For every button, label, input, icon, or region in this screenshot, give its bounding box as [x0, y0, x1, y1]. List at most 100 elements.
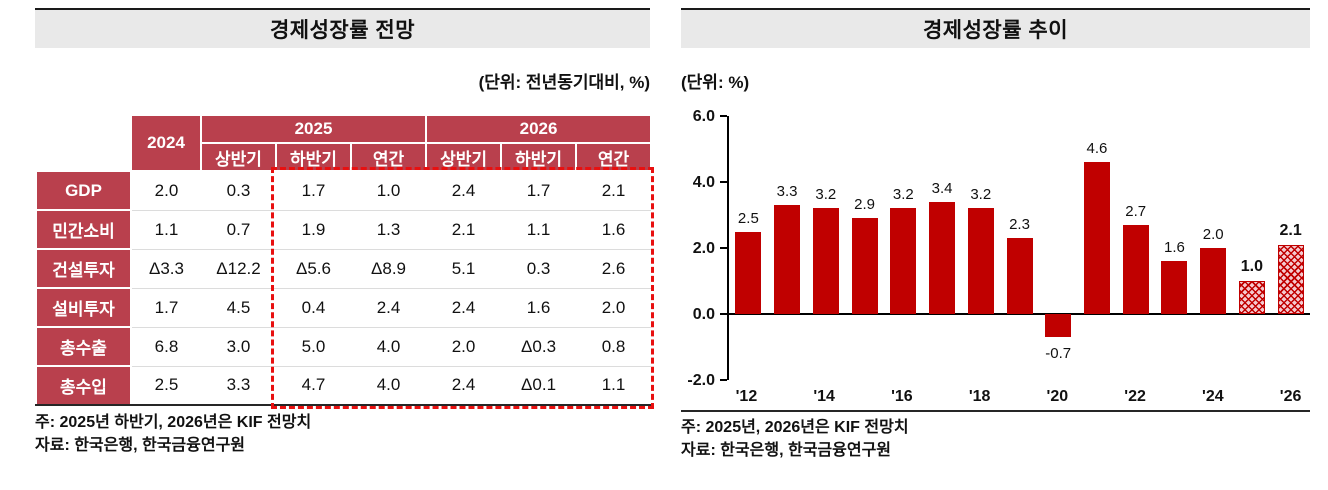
bar-value-label: 2.9 [854, 196, 875, 214]
col-header-2024: 2024 [130, 114, 202, 172]
right-source: 자료: 한국은행, 한국금융연구원 [681, 442, 892, 460]
bar [735, 231, 762, 314]
table-cell: 4.0 [351, 327, 427, 367]
bar-value-label: 4.6 [1086, 140, 1108, 158]
x-tick-label: '26 [1279, 388, 1302, 405]
header-row-halves: 상반기 하반기 연간 상반기 하반기 연간 [36, 142, 653, 172]
col-header-2025-h1: 상반기 [200, 142, 277, 172]
bar [1122, 224, 1149, 314]
table-cell: 4.5 [201, 288, 276, 328]
table-cell: 1.7 [131, 288, 201, 328]
table-cell: Δ0.1 [501, 366, 577, 406]
y-tick-label: 6.0 [692, 108, 715, 125]
table-cell: 1.6 [576, 210, 652, 250]
right-unit-label: (단위: %) [681, 73, 750, 92]
col-header-2026-annual: 연간 [575, 142, 653, 172]
col-header-2026-h1: 상반기 [425, 142, 503, 172]
table-row: 총수출 6.8 3.0 5.0 4.0 2.0 Δ0.3 0.8 [35, 326, 652, 367]
table-cell: 1.0 [351, 171, 427, 211]
forecast-table: 2024 2025 2026 상반기 하반기 연간 상반기 하반기 연간 GDP… [35, 114, 653, 406]
x-tick-label: '18 [968, 388, 991, 405]
y-tick-mark [720, 247, 727, 249]
bar-value-label: 3.2 [815, 186, 837, 204]
table-cell: 4.0 [351, 366, 427, 406]
header-row-groups: 2024 2025 2026 [36, 114, 653, 172]
divider-line [681, 410, 1310, 412]
table-cell: 2.6 [576, 249, 652, 289]
bar-value-label: 1.0 [1240, 258, 1264, 275]
left-note: 주: 2025년 하반기, 2026년은 KIF 전망치 [35, 414, 312, 431]
table-cell: 1.7 [501, 171, 577, 211]
right-note: 주: 2025년, 2026년은 KIF 전망치 [681, 419, 909, 436]
table-row: 건설투자 Δ3.3 Δ12.2 Δ5.6 Δ8.9 5.1 0.3 2.6 [35, 248, 652, 289]
plot-column: 2.5 3.3 3.2 2.9 3.2 3.4 3.2 2.3 -0.7 4.6 2.7 1.6 2.0… [727, 116, 1310, 408]
left-panel-notes: 주: 2025년 하반기, 2026년은 KIF 전망치 자료: 한국은행, 한… [35, 411, 650, 457]
bar [812, 208, 839, 314]
table-cell: 5.0 [276, 327, 351, 367]
table-cell: 2.4 [426, 366, 502, 406]
row-label: GDP [35, 170, 132, 211]
table-cell: Δ3.3 [131, 249, 201, 289]
bar-value-label: 2.3 [1009, 216, 1030, 234]
col-group-2025: 2025 [199, 114, 428, 144]
x-tick-label: '12 [735, 388, 758, 405]
trend-panel: 경제성장률 추이 (단위: %) 6.0 4.0 2.0 0.0 -2.0 2.5 3.3… [681, 8, 1310, 462]
forecast-bar [1238, 281, 1265, 314]
forecast-table-wrap: 2024 2025 2026 상반기 하반기 연간 상반기 하반기 연간 GDP… [35, 114, 654, 409]
bar [890, 208, 917, 314]
forecast-bar [1277, 244, 1304, 314]
bar-value-label: 3.4 [931, 179, 953, 197]
table-cell: 3.3 [201, 366, 276, 406]
table-cell: 2.0 [131, 171, 201, 211]
left-panel-title-bar: 경제성장률 전망 [35, 8, 650, 48]
table-cell: 2.1 [576, 171, 652, 211]
bar-value-label: 3.2 [892, 186, 914, 204]
bar-value-label: 3.2 [970, 186, 992, 204]
table-row: 민간소비 1.1 0.7 1.9 1.3 2.1 1.1 1.6 [35, 209, 652, 250]
bar [1161, 261, 1188, 314]
row-label: 민간소비 [35, 209, 132, 250]
col-header-2025-annual: 연간 [349, 142, 428, 172]
col-header-2025-h2: 하반기 [275, 142, 352, 172]
bar [1045, 314, 1072, 338]
table-cell: 0.8 [576, 327, 652, 367]
row-label: 총수입 [35, 365, 132, 406]
table-cell: 3.0 [201, 327, 276, 367]
left-unit-label: (단위: 전년동기대비, %) [478, 73, 650, 92]
table-cell: 1.3 [351, 210, 427, 250]
table-cell: 6.8 [131, 327, 201, 367]
table-cell: 4.7 [276, 366, 351, 406]
y-tick-mark [720, 313, 727, 315]
x-tick-label: '16 [891, 388, 913, 405]
x-axis-zero-line [729, 313, 1310, 315]
y-axis: 6.0 4.0 2.0 0.0 -2.0 [681, 108, 727, 389]
left-source: 자료: 한국은행, 한국금융연구원 [35, 437, 246, 455]
plot-area: 2.5 3.3 3.2 2.9 3.2 3.4 3.2 2.3 -0.7 4.6 2.7 1.6 2.0… [727, 116, 1310, 380]
table-cell: 5.1 [426, 249, 502, 289]
row-label: 설비투자 [35, 287, 132, 328]
y-tick-mark [720, 115, 727, 117]
x-tick-label: '14 [813, 388, 835, 405]
table-cell: Δ8.9 [351, 249, 427, 289]
table-cell: 2.5 [131, 366, 201, 406]
left-panel-title: 경제성장률 전망 [269, 19, 416, 42]
table-cell: Δ5.6 [276, 249, 351, 289]
table-row: 총수입 2.5 3.3 4.7 4.0 2.4 Δ0.1 1.1 [35, 365, 652, 406]
table-cell: Δ0.3 [501, 327, 577, 367]
col-group-2026: 2026 [425, 114, 653, 144]
row-label: 건설투자 [35, 248, 132, 289]
table-cell: 1.9 [276, 210, 351, 250]
table-cell: 1.1 [576, 366, 652, 406]
y-tick-label: -2.0 [687, 372, 715, 389]
bar-value-label: 2.1 [1279, 221, 1302, 239]
table-cell: 2.0 [426, 327, 502, 367]
table-cell: Δ12.2 [201, 249, 276, 289]
table-cell: 2.4 [426, 288, 502, 328]
y-tick-label: 2.0 [692, 240, 715, 257]
bar [774, 205, 801, 314]
y-tick-mark [720, 379, 727, 381]
table-cell: 2.4 [426, 171, 502, 211]
table-row: GDP 2.0 0.3 1.7 1.0 2.4 1.7 2.1 [35, 170, 652, 211]
table-cell: 0.4 [276, 288, 351, 328]
table-cell: 1.1 [501, 210, 577, 250]
